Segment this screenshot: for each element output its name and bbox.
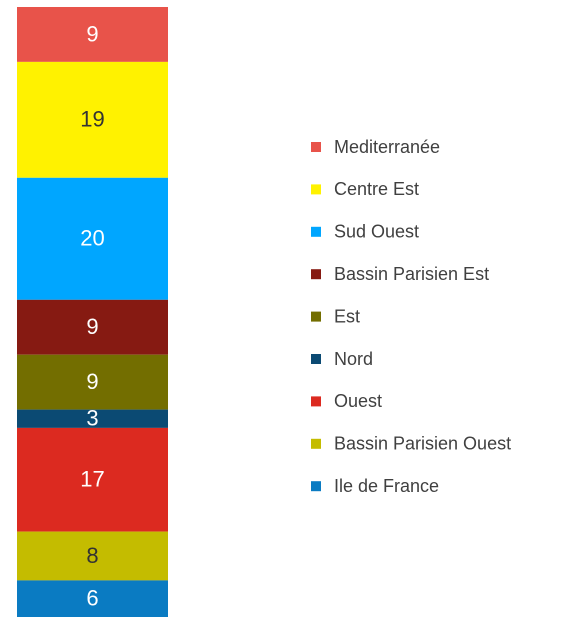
legend-swatch [311, 269, 321, 280]
data-label: 3 [86, 406, 98, 431]
legend-swatch [311, 142, 321, 152]
data-label: 9 [86, 21, 98, 46]
data-label: 6 [86, 586, 98, 611]
bar-segment [17, 580, 168, 617]
data-label: 9 [86, 369, 98, 394]
legend-swatch [311, 481, 321, 492]
data-label: 8 [86, 543, 98, 568]
legend-swatch [311, 184, 321, 195]
legend-label: Mediterranée [334, 137, 440, 157]
bar-segment [17, 299, 168, 355]
legend-label: Nord [334, 349, 373, 369]
bar-segment [17, 531, 168, 581]
bar-segment [17, 177, 168, 300]
legend-swatch [311, 311, 321, 322]
bar-segment [17, 427, 168, 532]
data-label: 9 [86, 314, 98, 339]
legend-label: Bassin Parisien Est [334, 264, 489, 284]
legend-label: Ile de France [334, 476, 439, 496]
legend-label: Centre Est [334, 179, 419, 199]
bar-segment [17, 409, 168, 428]
legend-swatch [311, 438, 321, 449]
bar-segment [17, 61, 168, 178]
legend-label: Ouest [334, 391, 382, 411]
data-label: 20 [80, 226, 104, 251]
data-label: 19 [80, 107, 104, 132]
data-label: 17 [80, 467, 104, 492]
legend-swatch [311, 354, 321, 364]
legend-label: Est [334, 306, 360, 326]
legend-swatch [311, 396, 321, 407]
legend-swatch [311, 226, 321, 237]
bar-segment [17, 7, 168, 62]
bar-segment [17, 354, 168, 410]
legend-label: Sud Ouest [334, 222, 419, 242]
legend-label: Bassin Parisien Ouest [334, 434, 511, 454]
